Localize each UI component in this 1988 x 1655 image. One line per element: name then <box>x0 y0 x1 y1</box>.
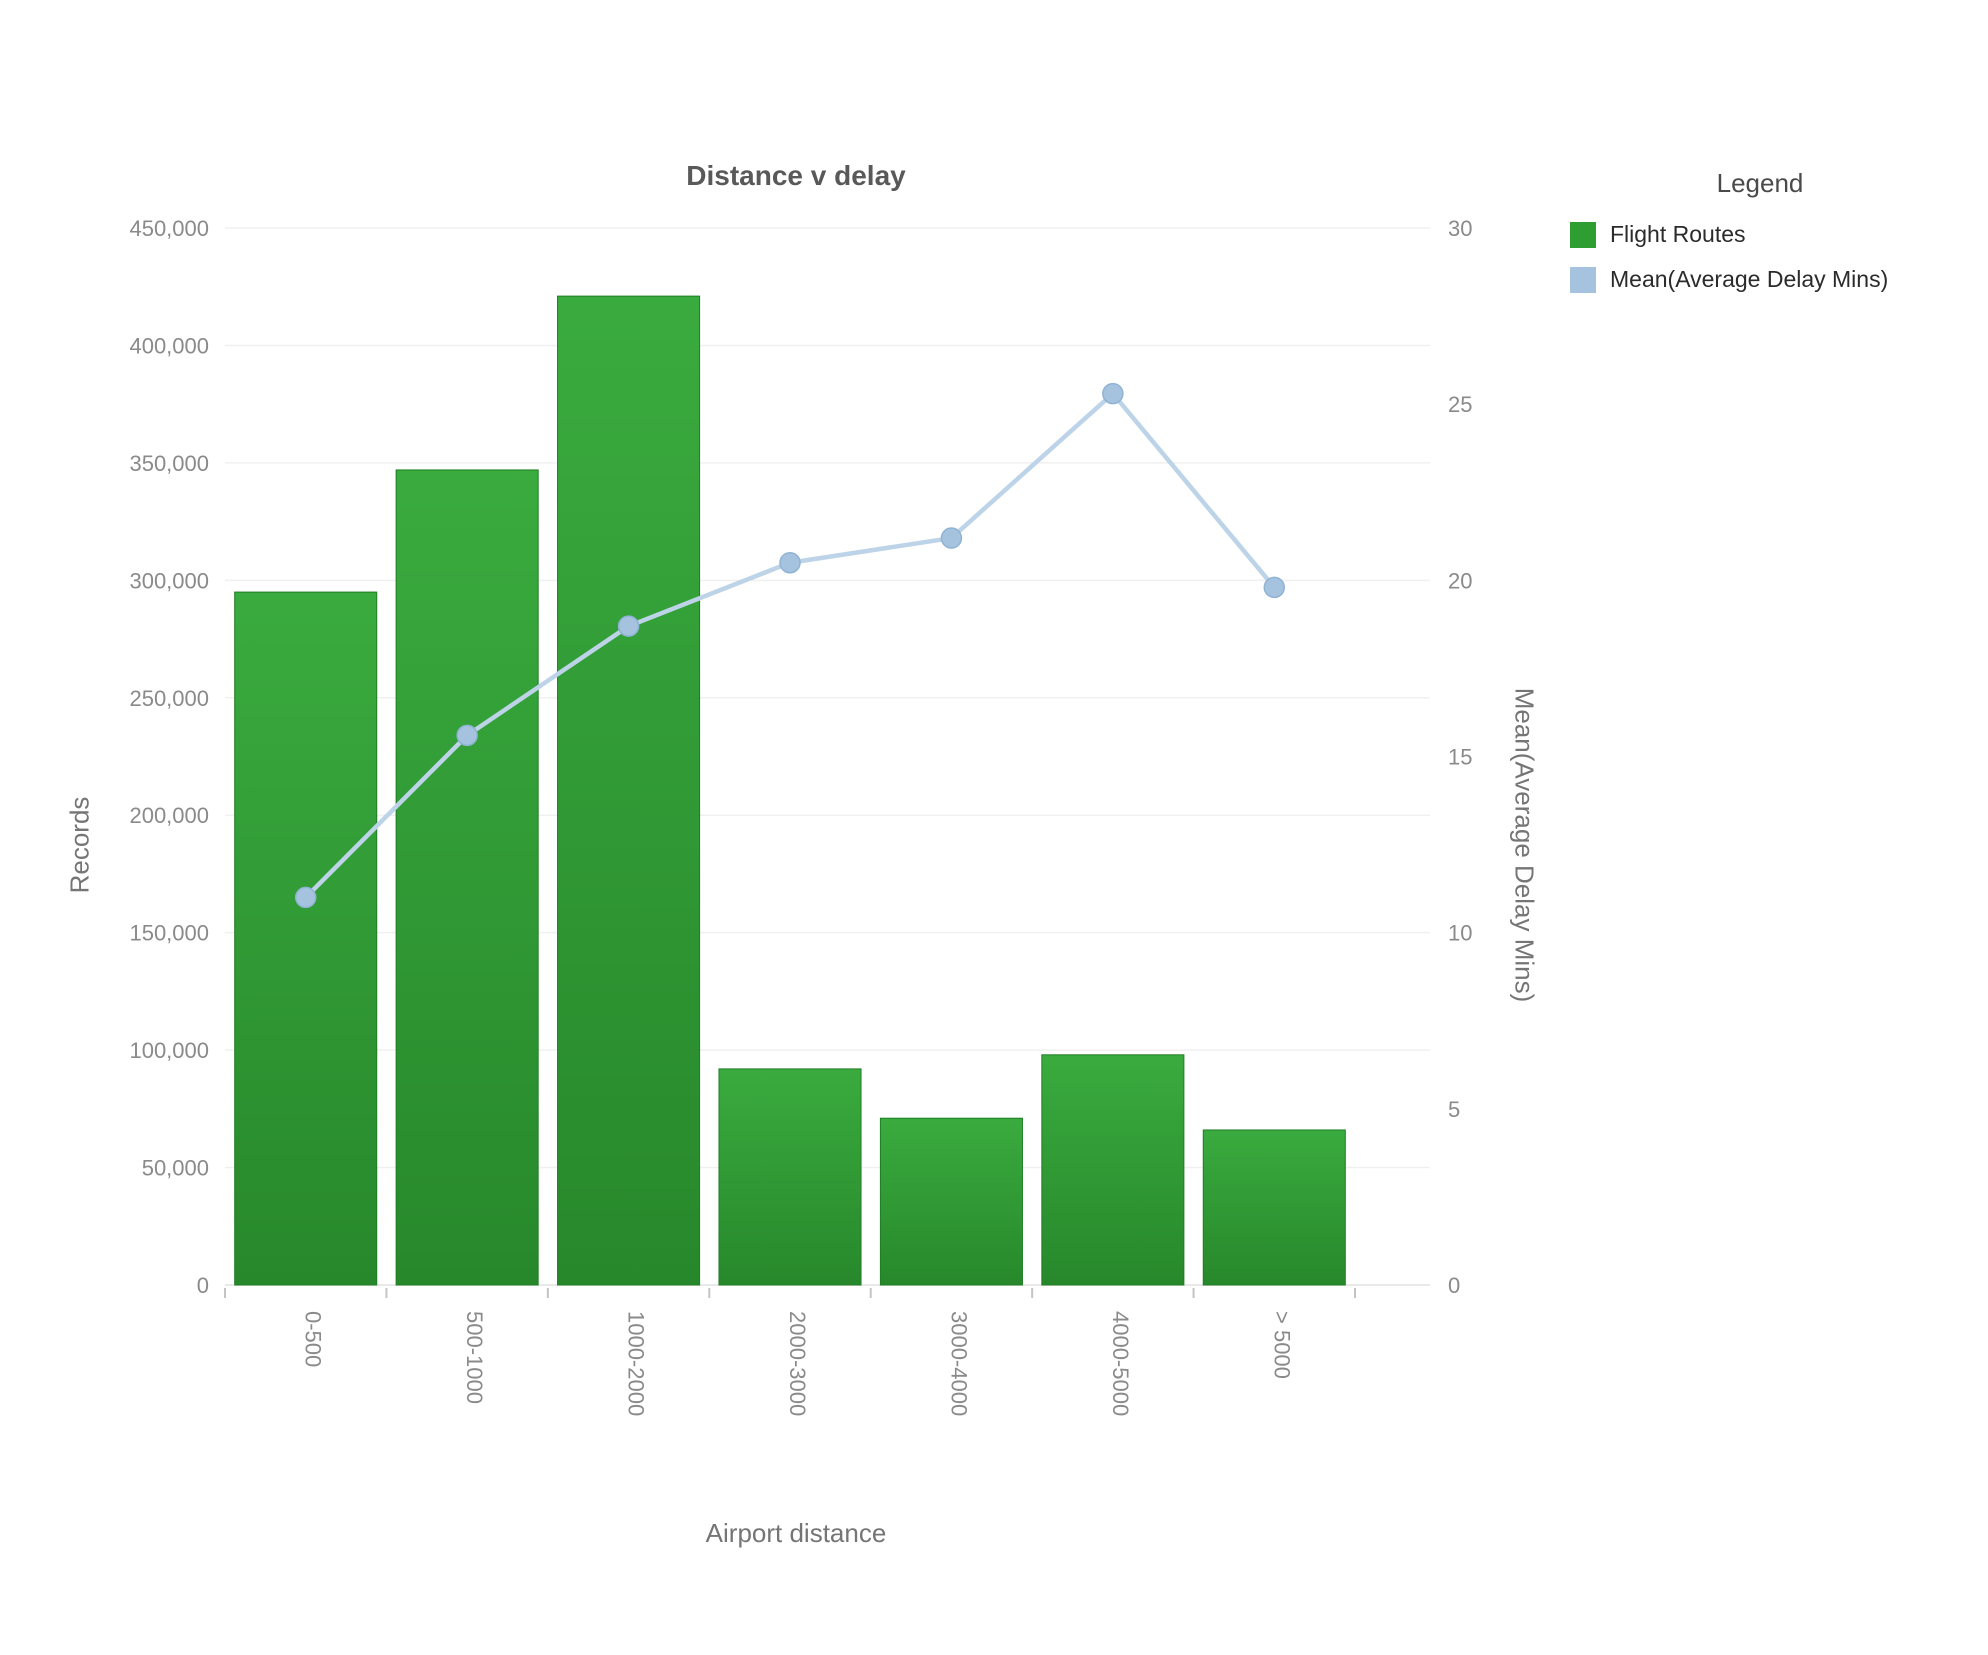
y-axis-left-title: Records <box>64 796 95 894</box>
bar-series <box>234 295 1346 1286</box>
x-tick-label: 0-500 <box>301 1311 326 1367</box>
svg-text:10: 10 <box>1448 921 1472 946</box>
svg-text:100,000: 100,000 <box>129 1038 209 1063</box>
bar <box>1202 1129 1346 1286</box>
y-axis-right-title: Mean(Average Delay Mins) <box>1509 687 1540 1003</box>
legend-item[interactable]: Mean(Average Delay Mins) <box>1570 266 1950 293</box>
legend-label: Mean(Average Delay Mins) <box>1610 266 1889 292</box>
svg-text:50,000: 50,000 <box>142 1156 209 1181</box>
chart-title: Distance v delay <box>686 160 906 191</box>
svg-text:450,000: 450,000 <box>129 216 209 241</box>
bar <box>1041 1054 1185 1286</box>
svg-text:350,000: 350,000 <box>129 451 209 476</box>
legend-label: Flight Routes <box>1610 221 1746 247</box>
bar <box>395 469 539 1286</box>
line-series <box>294 382 1286 909</box>
line-marker <box>456 724 478 747</box>
svg-text:300,000: 300,000 <box>129 568 209 593</box>
legend-item[interactable]: Flight Routes <box>1570 221 1950 248</box>
x-tick-label: 2000-3000 <box>785 1311 810 1416</box>
svg-text:15: 15 <box>1448 745 1472 770</box>
x-tick-label: 1000-2000 <box>624 1311 649 1416</box>
legend-items: Flight Routes Mean(Average Delay Mins) <box>1570 221 1950 293</box>
line-marker <box>617 615 640 637</box>
bar <box>557 295 701 1286</box>
line-marker <box>294 886 317 909</box>
line-marker <box>1102 382 1124 405</box>
legend-swatch <box>1570 221 1596 248</box>
x-tick-label: 500-1000 <box>462 1311 487 1404</box>
svg-text:0: 0 <box>1448 1273 1460 1298</box>
svg-text:0: 0 <box>197 1273 209 1298</box>
svg-text:150,000: 150,000 <box>129 921 209 946</box>
svg-text:200,000: 200,000 <box>129 803 209 828</box>
svg-text:5: 5 <box>1448 1097 1460 1122</box>
svg-text:20: 20 <box>1448 568 1472 593</box>
legend-title: Legend <box>1716 168 1804 198</box>
x-tick-label: > 5000 <box>1269 1311 1294 1379</box>
bar <box>234 591 378 1286</box>
line-marker <box>779 551 801 574</box>
legend-swatch <box>1570 266 1596 293</box>
x-axis-title: Airport distance <box>705 1518 887 1548</box>
legend: Legend Flight Routes Mean(Average Delay M… <box>1570 168 1950 293</box>
bar <box>718 1068 862 1286</box>
line-marker <box>1263 576 1286 599</box>
line-marker <box>940 527 963 549</box>
svg-text:25: 25 <box>1448 392 1472 417</box>
svg-text:400,000: 400,000 <box>129 333 209 358</box>
bar <box>879 1117 1023 1286</box>
svg-text:250,000: 250,000 <box>129 686 209 711</box>
svg-text:30: 30 <box>1448 216 1472 241</box>
axes: 0 50,000 100,000 150,000 200,000 250,000 300,0… <box>129 216 1472 1416</box>
x-tick-label: 3000-4000 <box>946 1311 971 1416</box>
x-tick-label: 4000-5000 <box>1108 1311 1133 1416</box>
